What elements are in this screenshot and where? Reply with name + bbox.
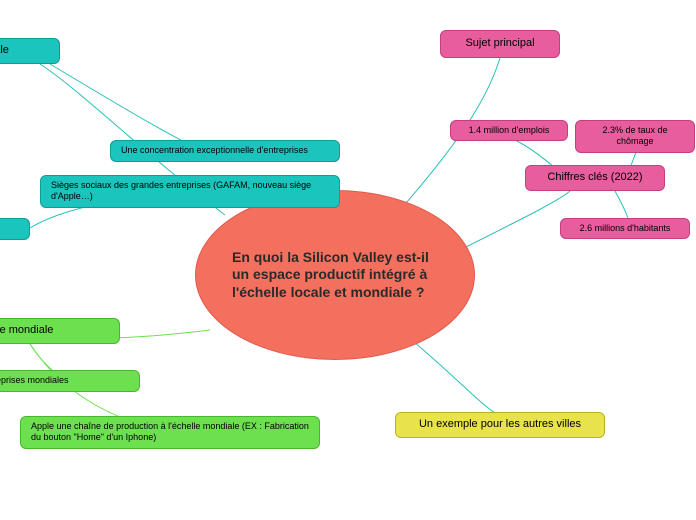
node-apple: Apple une chaîne de production à l'échel… [20,416,320,449]
node-mondiale: f à l'échelle mondiale [0,318,120,344]
node-chiffres: Chiffres clés (2022) [525,165,665,191]
node-locale: e locale [0,38,60,64]
node-concen-label: Une concentration exceptionnelle d'entre… [121,145,308,156]
node-hab-label: 2.6 millions d'habitants [580,223,671,234]
node-mondiale-label: f à l'échelle mondiale [0,324,53,338]
node-chiffres-label: Chiffres clés (2022) [547,171,642,185]
node-emplois: 1.4 million d'emplois [450,120,568,141]
node-concen: Une concentration exceptionnelle d'entre… [110,140,340,162]
node-sujet-label: Sujet principal [465,37,534,51]
node-emplois-label: 1.4 million d'emplois [469,125,550,136]
node-premieres: mières entreprises mondiales [0,370,140,392]
central-topic: En quoi la Silicon Valley est-il un espa… [195,190,475,360]
node-chomage: 2.3% de taux de chômage [575,120,695,153]
central-topic-label: En quoi la Silicon Valley est-il un espa… [232,249,438,302]
node-apple-label: Apple une chaîne de production à l'échel… [31,421,309,444]
node-gafam-label: Sièges sociaux des grandes entreprises (… [51,180,329,203]
node-sujet: Sujet principal [440,30,560,58]
node-chomage-label: 2.3% de taux de chômage [586,125,684,148]
node-hab: 2.6 millions d'habitants [560,218,690,239]
node-exemple-label: Un exemple pour les autres villes [419,418,581,432]
node-locale-label: e locale [0,44,9,58]
node-premieres-label: mières entreprises mondiales [0,375,69,386]
node-gafam: Sièges sociaux des grandes entreprises (… [40,175,340,208]
node-exemple: Un exemple pour les autres villes [395,412,605,438]
node-ri: RI … ) [0,218,30,240]
